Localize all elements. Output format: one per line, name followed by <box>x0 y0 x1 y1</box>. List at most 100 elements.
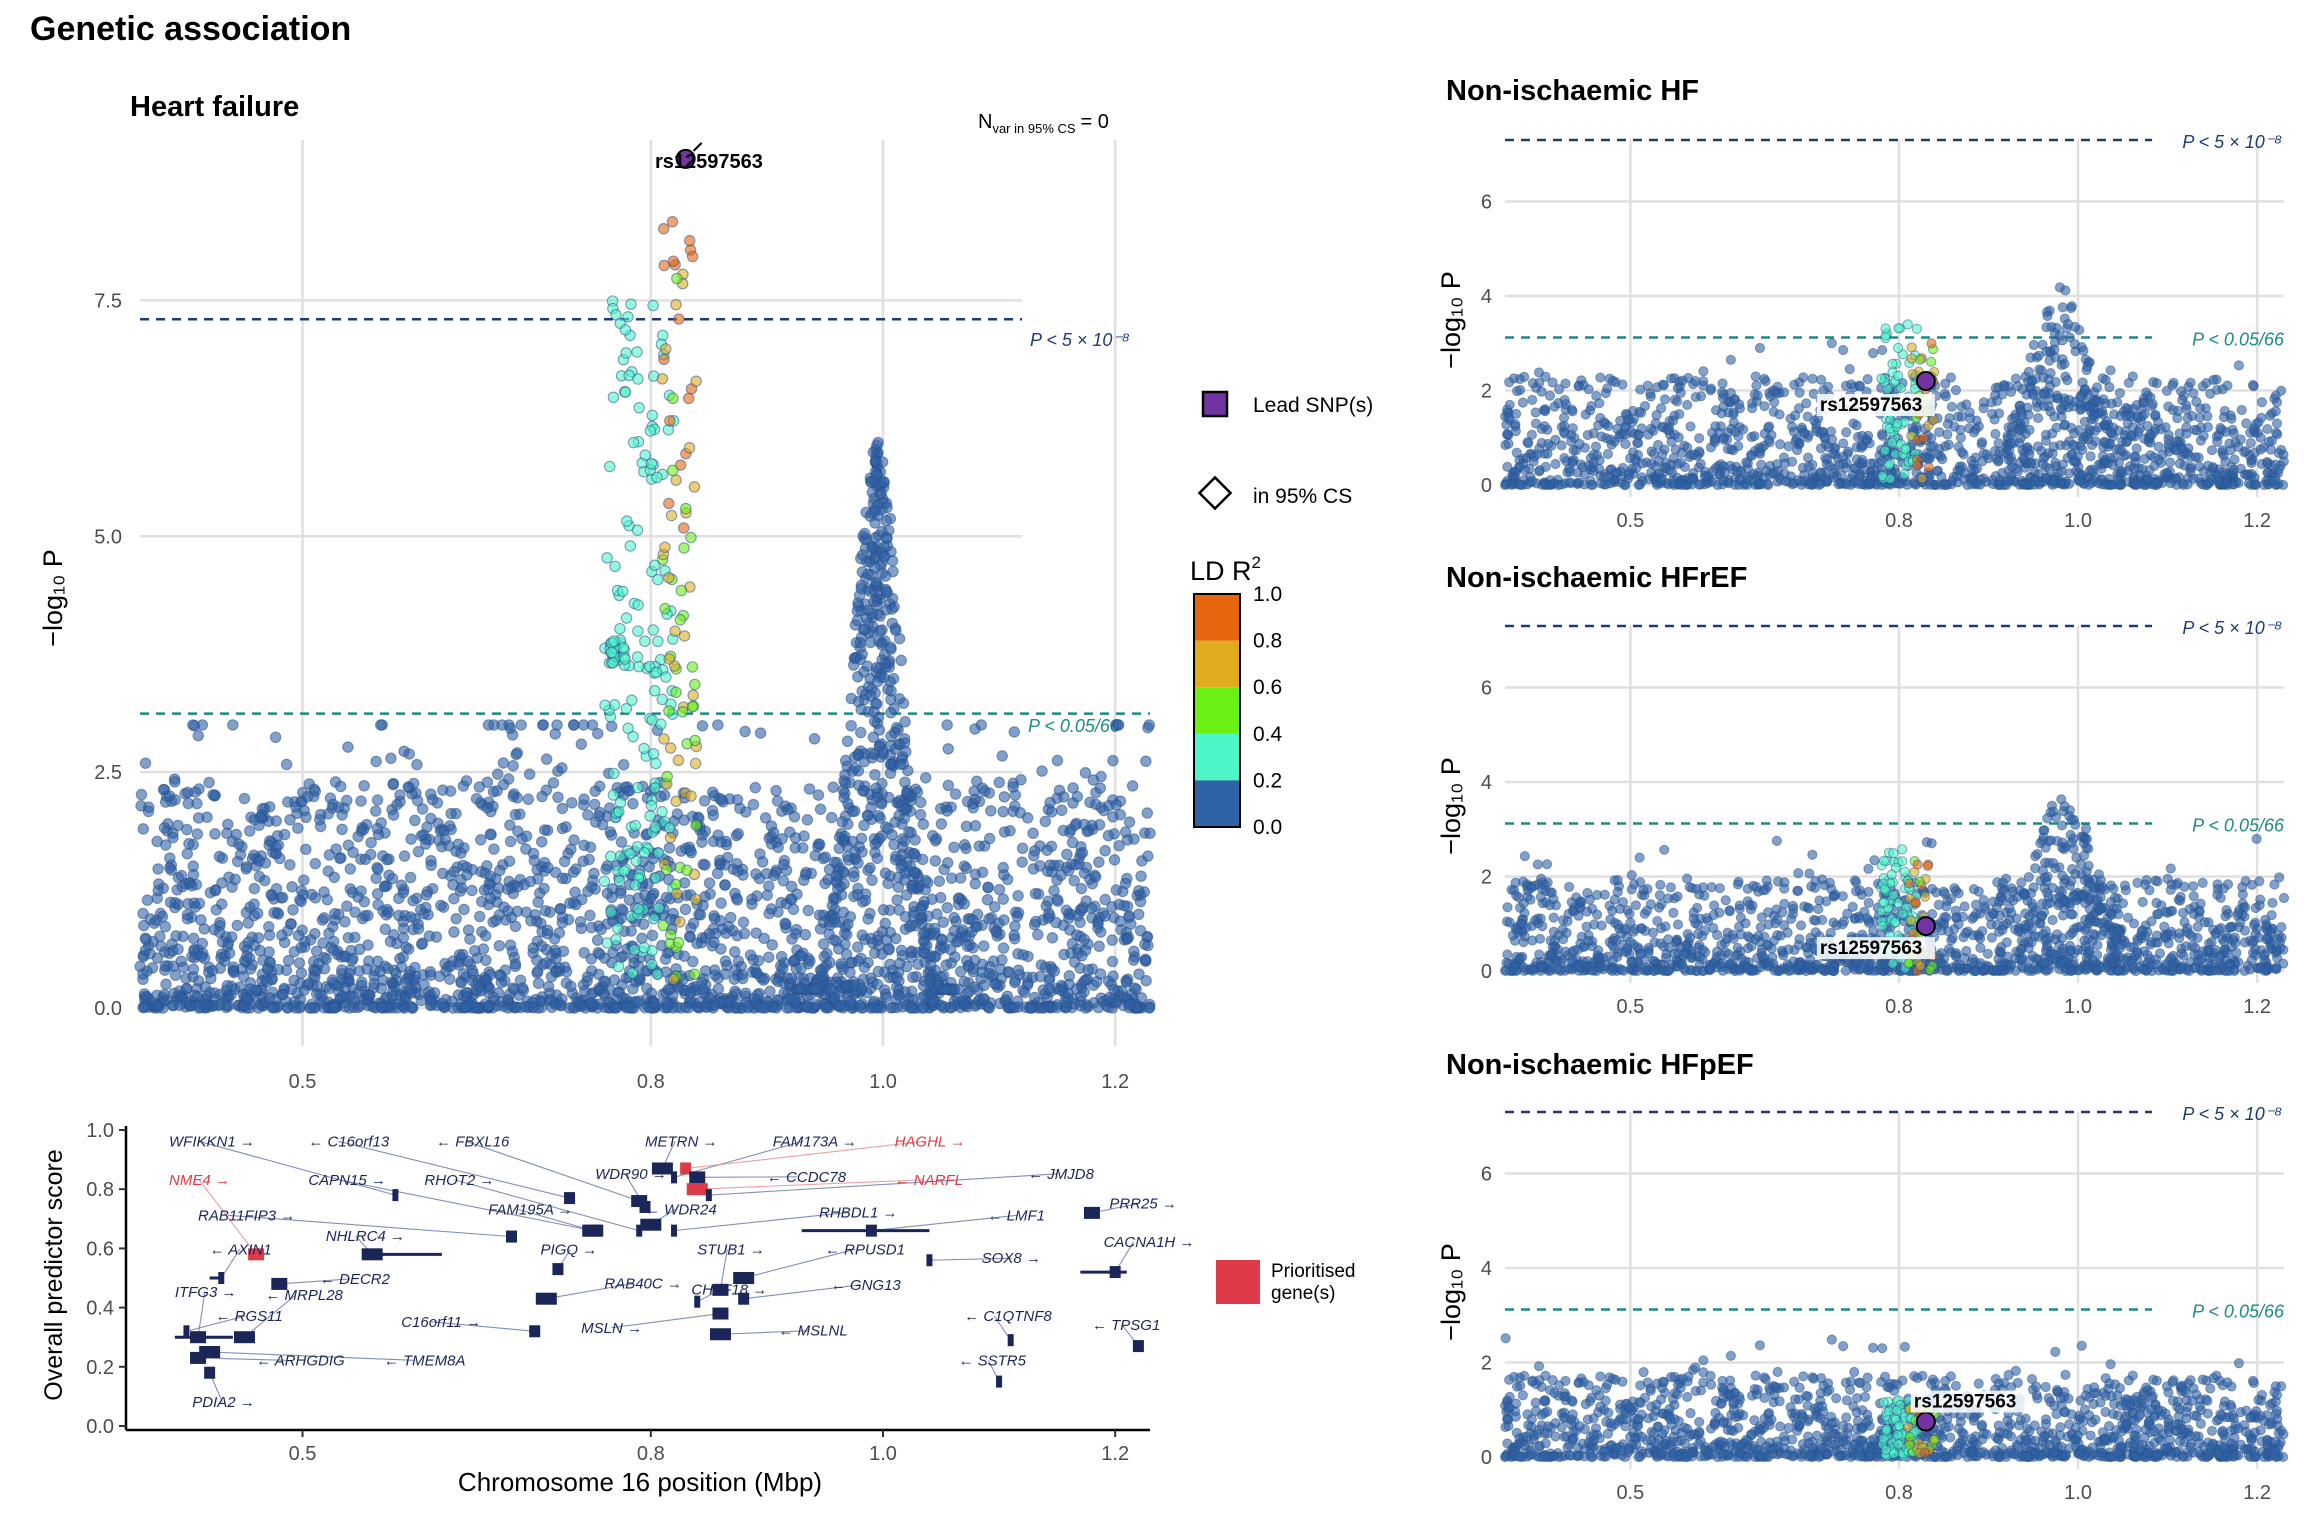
right-snp-point <box>1807 373 1818 384</box>
main-snp-point <box>1106 955 1119 968</box>
right-snp-point <box>1763 434 1774 446</box>
main-snp-point <box>746 898 758 910</box>
main-snp-point <box>1057 824 1070 837</box>
main-snp-point <box>619 386 632 398</box>
main-snp-point <box>628 957 640 969</box>
right-snp-point <box>1698 366 1709 377</box>
main-snp-point <box>699 1001 712 1013</box>
right-snp-point <box>1558 427 1569 438</box>
main-snp-point <box>638 941 650 954</box>
right-snp-point <box>2177 395 2188 406</box>
gene-label: RAB40C → <box>604 1275 682 1292</box>
gene-label: ← SSTR5 <box>958 1352 1026 1369</box>
main-snp-point <box>757 974 770 986</box>
main-snp-point <box>645 799 658 812</box>
gene-label: C16orf11 → <box>401 1314 481 1331</box>
main-snp-point <box>1007 805 1019 818</box>
main-snp-point <box>686 701 699 713</box>
main-snp-point <box>507 760 519 772</box>
main-snp-point <box>577 719 590 731</box>
right-snp-point <box>1656 473 1668 484</box>
main-snp-point <box>385 752 397 765</box>
main-snp-point <box>803 783 816 795</box>
main-snp-point <box>958 898 970 910</box>
main-snp-point <box>997 942 1010 954</box>
main-snp-point <box>323 849 336 861</box>
main-snp-point <box>418 979 430 991</box>
main-snp-point <box>167 960 180 972</box>
main-snp-point <box>1004 825 1016 837</box>
right-snp-point <box>1536 386 1547 397</box>
main-snp-point <box>362 939 374 951</box>
main-snp-point <box>1135 870 1147 882</box>
main-snp-point <box>579 985 591 997</box>
main-snp-point <box>164 852 176 864</box>
main-snp-point <box>872 436 884 449</box>
gene-label: ← GNG13 <box>831 1277 902 1294</box>
gene-label: ← WDR24 <box>645 1201 717 1218</box>
main-snp-point <box>411 758 423 771</box>
main-snp-point <box>607 657 619 669</box>
main-snp-point <box>739 725 751 738</box>
right-snp-point <box>1537 479 1548 490</box>
right-panel-hf-y-label: −log₁₀ P <box>1436 271 1466 369</box>
main-sugg-threshold-label: P < 0.05/66 <box>1028 716 1121 736</box>
main-snp-point <box>595 923 607 936</box>
main-snp-point <box>493 939 506 952</box>
main-snp-point <box>209 884 222 897</box>
right-snp-point <box>1851 420 1862 431</box>
main-snp-point <box>391 798 403 811</box>
main-snp-point <box>633 402 645 414</box>
main-snp-point <box>861 809 874 822</box>
gene-label: ← TMEM8A <box>384 1352 466 1369</box>
main-snp-point <box>715 897 727 909</box>
main-panel-title: Heart failure <box>130 91 299 123</box>
right-snp-point <box>1716 408 1727 419</box>
right-snp-point <box>1582 429 1593 441</box>
main-snp-point <box>510 748 522 761</box>
main-snp-point <box>660 863 673 876</box>
main-snp-point <box>660 891 673 904</box>
main-snp-point <box>686 661 699 673</box>
main-snp-point <box>828 992 841 1004</box>
main-snp-point <box>905 1002 917 1014</box>
main-snp-point <box>386 872 399 885</box>
main-snp-point <box>1123 911 1135 924</box>
main-snp-point <box>676 706 689 718</box>
main-snp-point <box>647 299 659 312</box>
gene-label: ← CCDC78 <box>767 1169 847 1186</box>
main-snp-point <box>729 985 741 997</box>
right-snp-point <box>1709 437 1720 448</box>
main-snp-point <box>1045 806 1058 818</box>
main-snp-point <box>536 790 548 803</box>
gene-label: RAB11FIP3 → <box>198 1207 295 1224</box>
gene-label: NME4 → <box>169 1172 230 1189</box>
right-snp-point <box>1738 424 1749 435</box>
gene-structure <box>996 1375 1003 1388</box>
main-snp-point <box>798 830 810 842</box>
main-snp-point <box>879 657 891 670</box>
main-snp-point <box>244 1002 256 1014</box>
main-snp-point <box>144 947 156 960</box>
right-snp-point <box>2064 478 2075 489</box>
ld-colorbar-tick: 0.2 <box>1253 769 1282 792</box>
gene-x-axis-label: Chromosome 16 position (Mbp) <box>458 1467 822 1497</box>
main-snp-point <box>877 745 889 758</box>
main-snp-point <box>761 889 773 901</box>
main-snp-point <box>999 994 1012 1006</box>
main-snp-point <box>397 915 409 928</box>
right-snp-point <box>1993 438 2004 449</box>
main-snp-point <box>556 872 569 885</box>
main-snp-point <box>227 961 240 973</box>
main-snp-point <box>839 830 851 843</box>
right-snp-point <box>2251 418 2262 429</box>
main-snp-point <box>1107 970 1119 982</box>
main-snp-point <box>815 970 827 983</box>
main-snp-point <box>181 908 194 921</box>
main-snp-point <box>914 808 927 821</box>
main-snp-point <box>298 984 310 997</box>
right-snp-point <box>1759 373 1770 385</box>
main-snp-point <box>528 854 541 867</box>
main-snp-point <box>411 794 424 807</box>
main-snp-point <box>663 822 676 834</box>
